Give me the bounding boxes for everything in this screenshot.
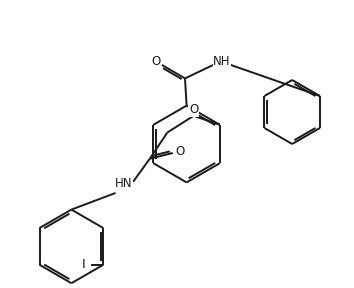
Text: HN: HN xyxy=(115,177,132,190)
Text: I: I xyxy=(82,258,86,271)
Text: NH: NH xyxy=(213,55,231,68)
Text: O: O xyxy=(175,145,184,158)
Text: O: O xyxy=(152,55,161,68)
Text: O: O xyxy=(189,103,198,116)
